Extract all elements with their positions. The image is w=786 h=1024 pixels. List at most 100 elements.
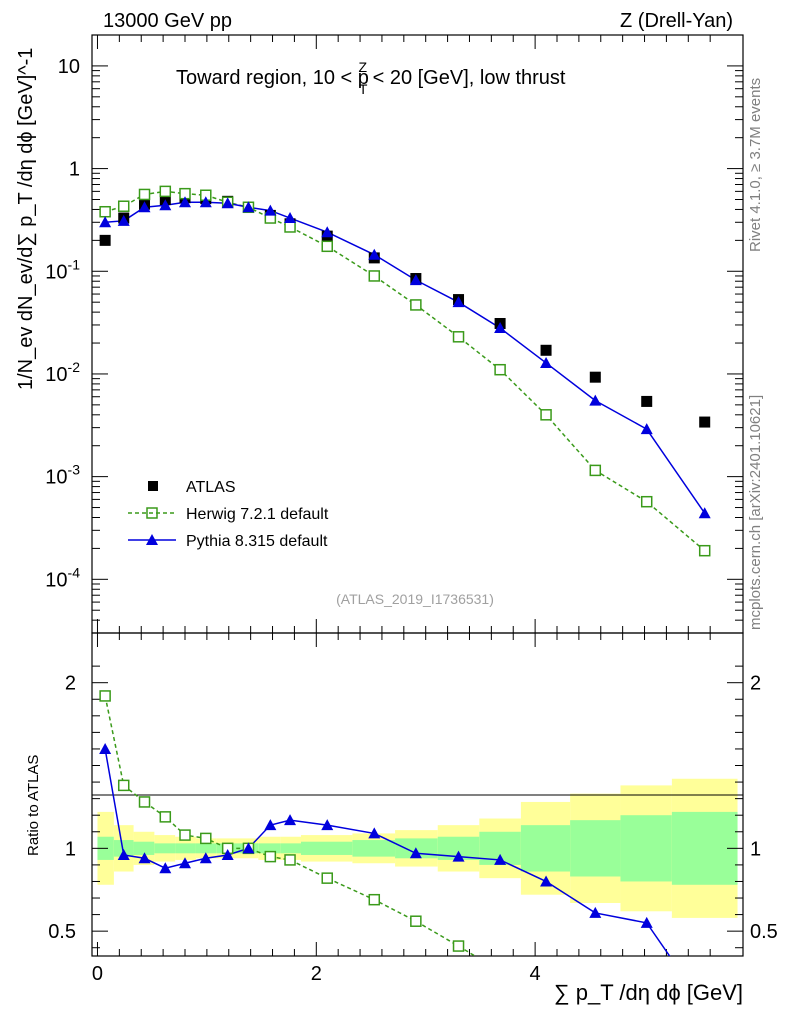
pythia-ratio-point: [99, 742, 112, 754]
herwig-ratio-line: [104, 695, 477, 956]
pythia-point: [540, 356, 553, 368]
pythia-ratio-point: [452, 850, 465, 862]
header-right: Z (Drell-Yan): [620, 10, 733, 32]
ratio-series: [99, 690, 671, 956]
y-tick-label-ratio-right: 2: [750, 673, 761, 695]
legend-marker-herwig: [146, 507, 158, 519]
pythia-ratio-point: [159, 862, 172, 874]
pythia-point: [284, 212, 297, 224]
herwig-ratio-point: [368, 893, 381, 906]
y-tick-label-main: 10-3: [45, 462, 80, 489]
pythia-ratio-point: [589, 906, 602, 918]
y-tick-label-ratio-right: 1: [750, 838, 761, 860]
pythia-ratio-point: [284, 814, 297, 826]
legend-marker-pythia: [146, 534, 158, 545]
herwig-point: [321, 240, 333, 253]
band-inner: [620, 815, 672, 882]
pythia-ratio-point: [199, 852, 212, 864]
herwig-point: [159, 185, 172, 198]
atlas-point: [540, 344, 552, 356]
pythia-point: [179, 196, 191, 208]
herwig-point: [640, 495, 653, 508]
band-inner: [570, 820, 621, 877]
pythia-ratio-point: [494, 853, 507, 865]
legend: ATLAS Herwig 7.2.1 default Pythia 8.315 …: [128, 479, 329, 550]
atlas-point: [641, 395, 653, 407]
band-inner: [352, 840, 396, 857]
y-tick-label-ratio: 2: [65, 673, 76, 695]
herwig-ratio-point: [200, 832, 212, 845]
mcplots-label: mcplots.cern.ch [arXiv:2401.10621]: [747, 395, 764, 630]
pythia-point: [221, 197, 234, 209]
region-title-sup: Z: [358, 59, 367, 75]
pythia-point: [589, 394, 602, 406]
herwig-point: [698, 544, 711, 557]
herwig-ratio-point: [410, 915, 422, 927]
header-left: 13000 GeV pp: [103, 10, 232, 32]
band-inner: [154, 843, 176, 854]
pythia-point: [368, 248, 381, 260]
band-inner: [300, 841, 353, 855]
herwig-point: [410, 299, 422, 311]
y-tick-label-ratio: 0.5: [48, 921, 76, 943]
pythia-point: [242, 201, 255, 213]
herwig-ratio-point: [321, 872, 333, 884]
pythia-ratio-point: [138, 852, 151, 864]
main-series: [99, 185, 711, 557]
legend-marker-atlas: [148, 481, 158, 491]
pythia-ratio-point: [117, 848, 130, 860]
axis-ticks: [92, 34, 743, 956]
herwig-ratio-point: [452, 940, 465, 952]
y-tick-label-main: 10-4: [45, 564, 80, 591]
pythia-point: [409, 274, 422, 286]
tick-labels: 0 2 4 10-4 10-3 10-2 10-1 1 10 0.5 0.5 1 1 2 2: [45, 56, 778, 985]
pythia-point: [99, 216, 112, 228]
x-tick-label: 0: [92, 963, 103, 985]
pythia-point: [698, 507, 711, 519]
atlas-point: [589, 371, 601, 383]
y-tick-label-ratio-right: 0.5: [750, 921, 778, 943]
herwig-point: [452, 331, 465, 343]
band-inner: [437, 836, 480, 860]
ratio-uncertainty-bands: [97, 778, 738, 918]
y-tick-label-main: 10-1: [45, 256, 80, 283]
pythia-point: [640, 423, 653, 435]
pythia-point: [494, 322, 507, 334]
x-tick-label: 4: [530, 963, 541, 985]
band-inner: [520, 825, 571, 872]
rivet-label: Rivet 4.1.0, ≥ 3.7M events: [747, 78, 764, 252]
y-axis-label-main: 1/N_ev dN_ev/d∑ p_T /dη dϕ [GeV]^-1: [15, 48, 37, 390]
herwig-ratio-point: [138, 796, 151, 808]
herwig-point: [494, 363, 506, 376]
pythia-point: [199, 196, 212, 208]
pythia-ratio-point: [264, 819, 277, 831]
legend-label-atlas: ATLAS: [186, 479, 236, 496]
y-tick-label-main: 1: [69, 159, 80, 181]
pythia-ratio-point: [368, 827, 381, 839]
pythia-ratio-point: [540, 875, 553, 887]
herwig-point: [117, 200, 130, 212]
region-title-main: Toward region, 10 < p: [176, 67, 369, 89]
pythia-point: [159, 199, 172, 211]
region-title: Toward region, 10 < pTZ < 20 [GeV], low …: [176, 59, 566, 97]
herwig-ratio-point: [264, 850, 277, 863]
herwig-point: [99, 205, 111, 218]
herwig-ratio-point: [99, 690, 111, 702]
herwig-point: [540, 409, 552, 421]
herwig-point: [284, 221, 296, 233]
pythia-ratio-point: [409, 847, 422, 859]
pythia-point: [452, 296, 465, 308]
pythia-ratio-point: [221, 848, 234, 860]
pythia-point: [138, 201, 151, 213]
x-tick-label: 2: [311, 963, 322, 985]
herwig-point: [138, 188, 151, 201]
band-inner: [175, 843, 196, 854]
pythia-ratio-point: [179, 857, 191, 869]
pythia-point: [321, 226, 334, 238]
band-inner: [195, 843, 217, 854]
pythia-point: [264, 204, 277, 216]
pythia-ratio-point: [640, 916, 653, 928]
herwig-line: [104, 190, 706, 552]
ratio-frame: [91, 632, 744, 957]
